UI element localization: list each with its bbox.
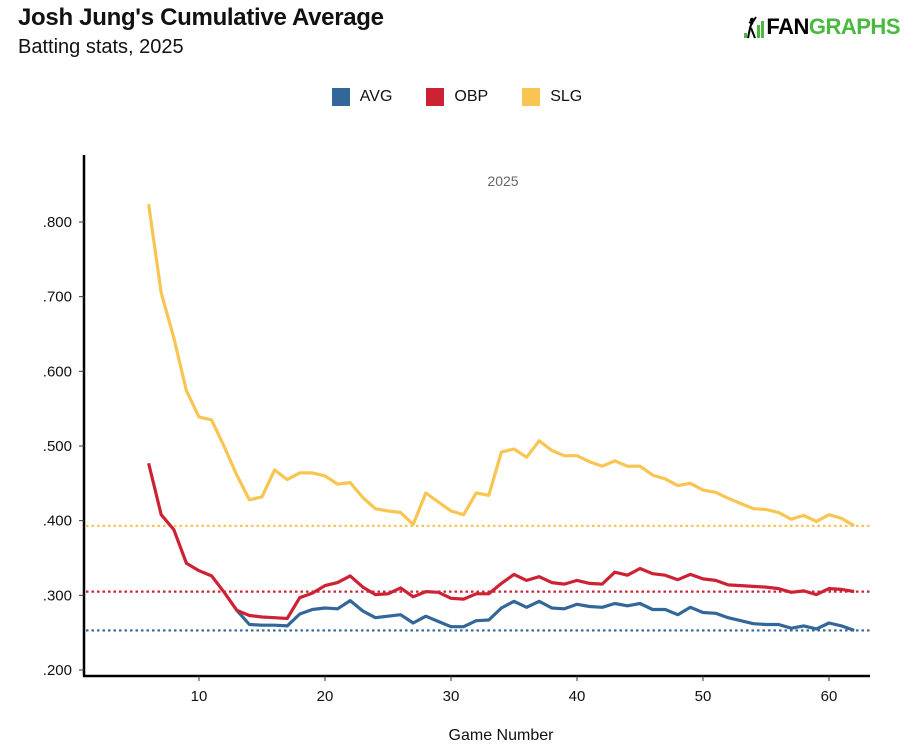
x-axis-title: Game Number (449, 727, 555, 744)
y-tick-label: .500 (43, 438, 72, 455)
series-line-avg[interactable] (235, 599, 855, 632)
series-lines (147, 203, 856, 632)
fangraphs-batter-icon (744, 16, 765, 39)
x-tick-label: 50 (695, 688, 712, 705)
x-tick-label: 40 (569, 688, 586, 705)
x-tick-label: 60 (821, 688, 838, 705)
legend-label-avg: AVG (359, 88, 393, 105)
legend-swatch-slg (522, 88, 541, 106)
facet-label: 2025 (487, 173, 518, 189)
x-tick-label: 20 (317, 688, 334, 705)
series-line-obp[interactable] (147, 462, 855, 621)
x-tick-label: 10 (191, 688, 208, 705)
axes: .200 .300 .400 .500 .600 .700 .800 10 20 30 40 50 60 (43, 155, 870, 705)
x-tick-label: 30 (443, 688, 460, 705)
y-tick-label: .600 (43, 363, 72, 380)
y-tick-label: .300 (43, 587, 72, 604)
legend-swatch-avg (331, 88, 350, 106)
legend-swatch-obp (426, 88, 445, 106)
logo-text-graphs: GRAPHS (808, 14, 901, 39)
legend-label-obp: OBP (454, 88, 489, 105)
legend-item-slg[interactable]: SLG (522, 88, 582, 106)
legend-item-obp[interactable]: OBP (426, 88, 488, 106)
logo-text-fan: FAN (766, 14, 809, 39)
chart-title: Josh Jung's Cumulative Average (18, 4, 384, 31)
y-tick-label: .200 (43, 662, 72, 679)
chart-subtitle: Batting stats, 2025 (18, 36, 184, 58)
y-tick-label: .400 (43, 513, 72, 530)
series-line-slg[interactable] (147, 203, 856, 528)
y-tick-label: .800 (43, 214, 72, 231)
y-tick-label: .700 (43, 289, 72, 306)
legend-item-avg[interactable]: AVG (331, 88, 393, 106)
legend-label-slg: SLG (550, 88, 583, 105)
reference-lines (86, 524, 870, 632)
fangraphs-logo[interactable]: FAN GRAPHS (743, 14, 901, 40)
legend: AVG OBP SLG (0, 88, 914, 106)
